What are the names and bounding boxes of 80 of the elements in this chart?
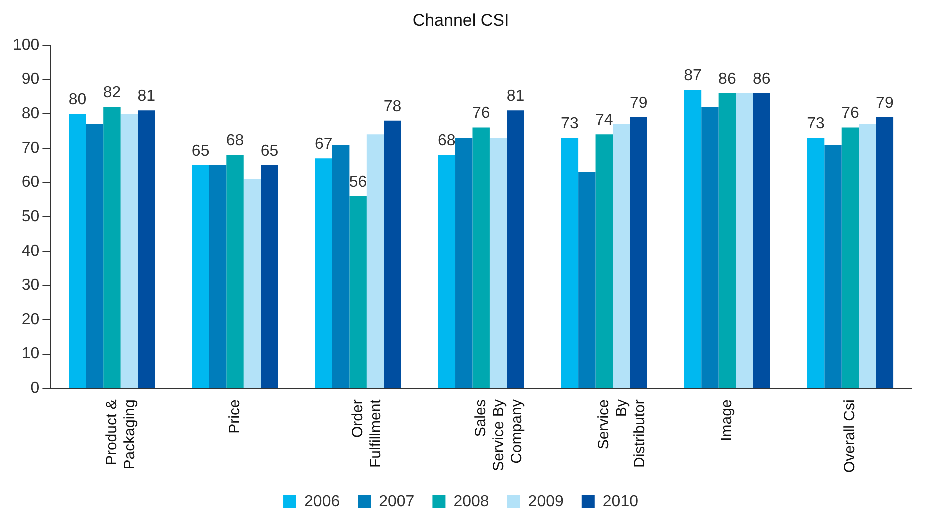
- bar: [350, 196, 367, 388]
- legend-label: 2010: [602, 493, 639, 510]
- bar: [261, 166, 278, 388]
- bar: [859, 124, 876, 388]
- data-label: 68: [226, 132, 244, 150]
- bar: [490, 138, 508, 388]
- bar: [192, 166, 210, 388]
- y-tick-label: 80: [22, 105, 40, 122]
- bar: [613, 124, 630, 388]
- bar: [876, 117, 894, 388]
- data-label: 65: [260, 142, 279, 160]
- legend-label: 2007: [379, 493, 415, 510]
- bar: [702, 107, 719, 388]
- y-tick-label: 100: [12, 36, 40, 54]
- data-label: 56: [349, 174, 368, 191]
- bar: [209, 166, 227, 388]
- y-tick-label: 70: [22, 140, 40, 157]
- x-tick-label: Sales Service By Company: [472, 399, 526, 472]
- bar: [736, 93, 754, 388]
- y-tick-label: 50: [22, 208, 40, 226]
- data-label: 76: [842, 105, 860, 122]
- bar: [718, 93, 736, 388]
- bar: [753, 93, 770, 388]
- bar: [138, 110, 156, 388]
- bar: [807, 138, 825, 388]
- legend-label: 2008: [454, 493, 490, 510]
- bar: [315, 158, 332, 388]
- bar: [438, 155, 456, 388]
- data-label: 78: [384, 98, 402, 116]
- data-label: 87: [684, 67, 702, 84]
- data-label: 81: [138, 88, 156, 106]
- bar: [226, 155, 244, 388]
- y-tick-label: 30: [22, 277, 40, 294]
- bar: [472, 128, 490, 388]
- bar: [578, 172, 596, 388]
- y-tick-label: 10: [22, 346, 40, 363]
- data-label: 86: [718, 70, 736, 88]
- x-tick-label: Order Fulfillment: [349, 398, 384, 468]
- bar: [69, 114, 86, 388]
- data-label: 86: [752, 70, 771, 88]
- data-label: 82: [103, 84, 122, 102]
- bar: [104, 107, 121, 388]
- y-tick-label: 0: [30, 380, 40, 398]
- data-label: 67: [314, 136, 333, 154]
- data-label: 79: [630, 94, 648, 112]
- bar: [630, 117, 648, 388]
- bar: [86, 124, 104, 388]
- data-label: 74: [595, 112, 614, 130]
- bar: [456, 138, 473, 388]
- x-tick-label: Service By Distributor: [596, 399, 649, 468]
- data-label: 65: [192, 142, 210, 160]
- x-tick-label: Product & Packaging: [103, 400, 138, 470]
- data-label: 80: [68, 91, 87, 108]
- data-label: 76: [472, 105, 490, 122]
- legend-label: 2009: [528, 493, 564, 510]
- bar: [561, 138, 579, 388]
- data-label: 73: [561, 115, 579, 132]
- data-label: 79: [876, 94, 894, 112]
- bar: [332, 144, 350, 388]
- bar: [244, 179, 262, 388]
- data-label: 81: [506, 88, 525, 106]
- x-tick-label: Image: [718, 400, 736, 442]
- y-tick-label: 40: [22, 242, 40, 260]
- bar: [366, 134, 384, 388]
- legend-label: 2006: [304, 493, 340, 510]
- chart-title: Channel CSI: [412, 10, 510, 30]
- y-tick-label: 20: [22, 311, 40, 328]
- bar: [507, 110, 524, 388]
- data-label: 73: [807, 115, 826, 132]
- bar: [120, 114, 138, 388]
- bar: [384, 120, 402, 388]
- bar: [684, 90, 702, 388]
- y-tick-label: 60: [22, 174, 40, 192]
- y-tick-label: 90: [22, 71, 40, 88]
- x-tick-label: Price: [226, 400, 244, 434]
- x-tick-label: Overall Csi: [842, 400, 859, 474]
- bar: [596, 134, 614, 388]
- data-label: 68: [438, 132, 456, 150]
- bar: [824, 144, 842, 388]
- bar: [842, 128, 860, 388]
